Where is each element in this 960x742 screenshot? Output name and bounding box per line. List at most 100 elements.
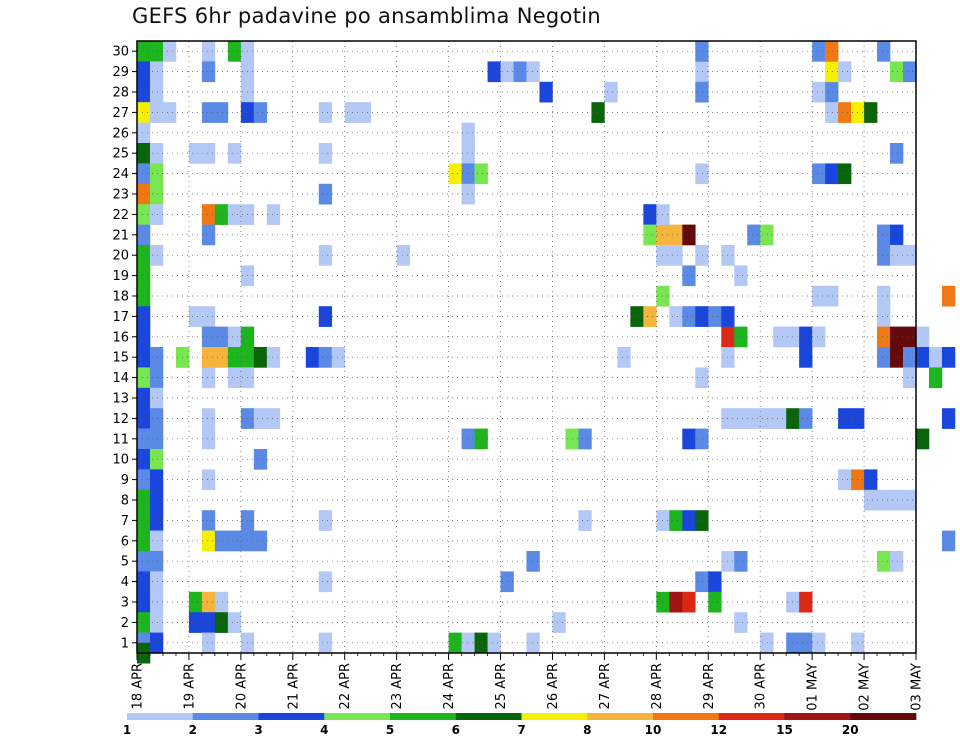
heatmap-cell	[188, 612, 203, 633]
heatmap-cell	[137, 224, 151, 246]
heatmap-cell	[149, 102, 164, 123]
x-tick-label: 23 APR	[390, 663, 405, 709]
heatmap-cell	[214, 326, 229, 348]
heatmap-cell	[227, 612, 242, 633]
heatmap-cell	[149, 408, 164, 429]
heatmap-cell	[812, 285, 826, 307]
heatmap-cell	[201, 469, 216, 491]
heatmap-cell	[591, 102, 605, 123]
heatmap-cell	[643, 204, 657, 225]
heatmap-cell	[760, 408, 774, 429]
heatmap-cell	[708, 306, 722, 327]
heatmap-cell	[137, 347, 151, 368]
y-tick-label: 15	[112, 351, 129, 366]
y-tick-label: 1	[121, 636, 129, 651]
heatmap-cell	[941, 408, 956, 429]
heatmap-cell	[695, 163, 709, 185]
heatmap-cell	[877, 347, 891, 368]
heatmap-cell	[825, 285, 839, 307]
heatmap-cell	[188, 306, 203, 327]
heatmap-cell	[149, 428, 164, 450]
heatmap-cell	[695, 510, 709, 531]
heatmap-cell	[201, 367, 216, 389]
heatmap-cell	[137, 61, 151, 83]
heatmap-cell	[201, 41, 216, 62]
heatmap-cell	[149, 41, 164, 62]
heatmap-cell	[214, 591, 229, 613]
heatmap-cell	[253, 102, 268, 123]
y-tick-label: 19	[112, 269, 129, 284]
heatmap-cell	[682, 428, 696, 450]
heatmap-cell	[669, 245, 683, 266]
heatmap-cell	[201, 224, 216, 246]
heatmap-cell	[149, 347, 164, 368]
heatmap-cell	[773, 408, 787, 429]
heatmap-cell	[877, 489, 891, 511]
heatmap-cell	[137, 530, 151, 552]
x-tick-label: 21 APR	[286, 663, 301, 709]
heatmap-cell	[149, 61, 164, 83]
heatmap-cell	[331, 347, 346, 368]
heatmap-cell	[877, 326, 891, 348]
heatmap-cell	[838, 61, 852, 83]
heatmap-cell	[214, 102, 229, 123]
colorbar-label: 8	[583, 723, 591, 737]
heatmap-cell	[149, 551, 164, 572]
heatmap-cell	[137, 367, 151, 389]
heatmap-cell	[734, 408, 748, 429]
heatmap-cell	[149, 571, 164, 593]
cells-layer	[137, 41, 956, 664]
heatmap-cell	[137, 449, 151, 470]
heatmap-cell	[928, 347, 943, 368]
heatmap-cell	[227, 367, 242, 389]
heatmap-cell	[487, 61, 501, 83]
heatmap-cell	[526, 551, 540, 572]
heatmap-cell	[773, 326, 787, 348]
x-tick-label: 26 APR	[546, 663, 561, 709]
heatmap-cell	[201, 61, 216, 83]
heatmap-cell	[838, 469, 852, 491]
y-tick-label: 11	[112, 432, 129, 447]
y-tick-label: 12	[112, 412, 129, 427]
y-tick-label: 22	[112, 208, 129, 223]
y-tick-label: 26	[112, 126, 129, 141]
x-tick-label: 20 APR	[234, 663, 249, 709]
heatmap-cell	[669, 224, 683, 246]
heatmap-cell	[474, 428, 488, 450]
heatmap-cell	[695, 367, 709, 389]
heatmap-cell	[137, 265, 151, 287]
heatmap-cell	[708, 571, 722, 593]
heatmap-cell	[941, 285, 956, 307]
heatmap-cell	[799, 408, 813, 429]
heatmap-cell	[812, 632, 826, 654]
colorbar-label: 5	[386, 723, 394, 737]
heatmap-cell	[928, 367, 943, 389]
heatmap-cell	[201, 408, 216, 429]
heatmap-cell	[266, 408, 281, 429]
colorbar-swatch	[587, 713, 654, 720]
heatmap-cell	[137, 143, 151, 164]
heatmap-cell	[669, 510, 683, 531]
heatmap-cell	[890, 551, 904, 572]
heatmap-cell	[695, 245, 709, 266]
heatmap-cell	[137, 285, 151, 307]
heatmap-cell	[227, 143, 242, 164]
colorbar-label: 12	[710, 723, 727, 737]
heatmap-cell	[903, 367, 917, 389]
heatmap-cell	[890, 489, 904, 511]
y-tick-label: 20	[112, 249, 129, 264]
y-tick-label: 25	[112, 147, 129, 162]
heatmap-cell	[643, 306, 657, 327]
heatmap-cell	[734, 551, 748, 572]
y-tick-label: 30	[112, 45, 129, 60]
y-tick-label: 24	[112, 167, 129, 182]
heatmap-cell	[643, 224, 657, 246]
heatmap-cell	[941, 347, 956, 368]
heatmap-cell	[149, 612, 164, 633]
heatmap-cell	[877, 245, 891, 266]
x-tick-label: 30 APR	[754, 663, 769, 709]
colorbar-swatch	[324, 713, 391, 720]
colorbar-label: 7	[517, 723, 525, 737]
heatmap-cell	[539, 81, 553, 103]
heatmap-cell	[461, 183, 475, 205]
